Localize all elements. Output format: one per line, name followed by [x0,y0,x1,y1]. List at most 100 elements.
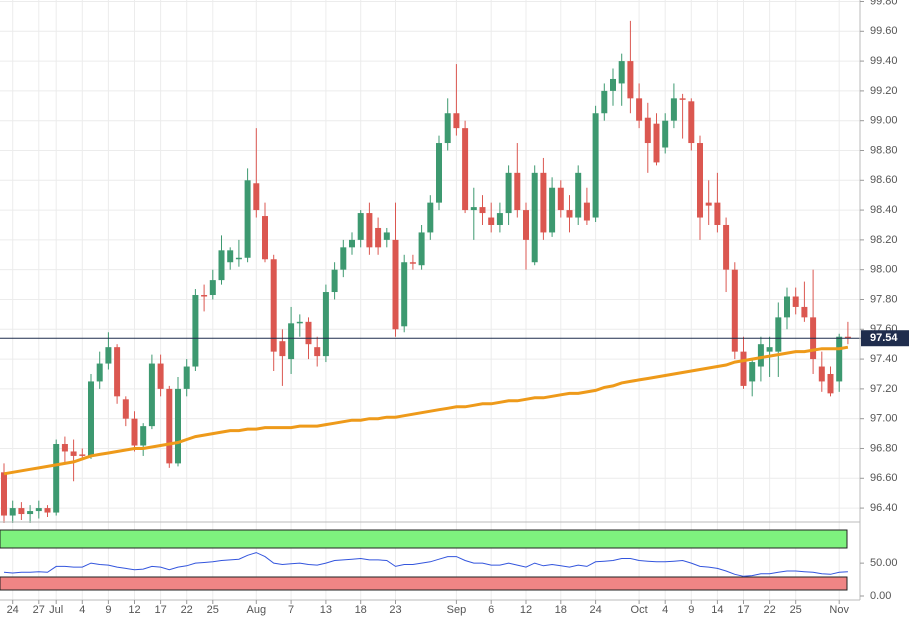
x-tick-label: 23 [389,604,401,616]
x-tick-label: Sep [447,604,467,616]
candle-body [757,344,764,367]
candle-body [418,232,425,266]
grid [0,0,860,600]
candle-body [714,202,721,225]
y-tick-label: 97.80 [870,293,898,305]
y-tick-label: 98.60 [870,174,898,186]
candle-body [79,454,86,456]
candle-body [566,210,573,218]
candle-body [670,98,677,121]
x-tick-label: 4 [79,604,85,616]
candle-body [523,210,529,240]
candle-body [1,472,7,516]
x-tick-label: 17 [737,604,749,616]
candle-body [375,227,382,248]
y-tick-label: 99.20 [870,85,898,97]
candle-body [157,363,164,389]
candle-body [53,444,60,513]
candle-body [166,388,173,464]
candle-body [731,269,738,352]
x-tick-label: Jul [49,604,63,616]
candle-body [775,317,782,352]
candle-body [296,321,303,324]
candle-body [357,213,364,240]
candle-body [784,296,790,318]
candle-body [235,257,242,260]
plot [0,20,862,577]
candle-body [801,306,808,318]
x-tick-label: 18 [555,604,567,616]
x-tick-label: 24 [7,604,19,616]
candle-body [697,143,703,218]
candle-body [349,239,355,248]
indicator-line [3,552,848,577]
candle-body [618,61,625,84]
indicator-tick-label: 50.00 [870,557,898,569]
candle-body [583,202,590,221]
x-tick-label: 6 [488,604,494,616]
candle-body [148,363,155,427]
x-tick-label: 12 [128,604,140,616]
candle-body [766,347,773,352]
x-tick-label: 14 [711,604,723,616]
candle-body [688,101,695,144]
candle-body [244,180,251,258]
candle-body [549,187,556,233]
candle-body [653,123,660,163]
y-tick-label: 97.20 [870,383,898,395]
candle-body [409,262,416,264]
y-tick-label: 99.60 [870,25,898,37]
x-tick-label: 7 [288,604,294,616]
x-tick-label: 9 [105,604,111,616]
candle-body [305,321,312,345]
candle-body [749,362,756,382]
candle-body [436,143,442,203]
candle-body [592,113,599,218]
candle-body [627,61,634,99]
x-tick-label: Oct [631,604,648,616]
candle-body [279,341,286,357]
candle-body [218,250,225,281]
x-tick-label: 27 [33,604,45,616]
y-tick-label: 97.40 [870,353,898,365]
candle-body [340,247,347,270]
candle-body [35,508,42,512]
overbought-zone [0,529,848,549]
candle-body [505,172,512,214]
oversold-zone [0,576,848,591]
candle-body [818,366,825,382]
candle-body [70,451,77,456]
candle-body [27,511,34,515]
candle-body [601,90,608,114]
y-tick-label: 98.40 [870,204,898,216]
x-tick-label: 9 [688,604,694,616]
y-tick-label: 99.80 [870,0,898,7]
candle-body [827,373,834,394]
candle-body [401,262,408,327]
candle-body [540,172,547,233]
candle-body [183,366,190,389]
last-price-label: 97.54 [870,332,898,344]
candle-body [836,336,843,382]
x-tick-label: Nov [829,604,849,616]
candle-body [209,280,216,296]
candle-body [201,295,208,297]
candle-body [705,202,712,206]
candle-body [453,113,460,129]
candle-body [514,172,521,211]
candle-body [227,250,234,263]
candle-body [175,388,181,464]
candle-body [610,78,616,91]
candle-body [270,259,277,352]
candle-body [444,113,451,144]
x-tick-label: 22 [181,604,193,616]
candle-body [383,232,390,240]
y-tick-label: 96.60 [870,472,898,484]
candle-body [61,444,68,452]
candle-body [392,239,399,330]
candle-body [288,323,295,360]
x-tick-label: 17 [154,604,166,616]
x-tick-label: Aug [247,604,267,616]
